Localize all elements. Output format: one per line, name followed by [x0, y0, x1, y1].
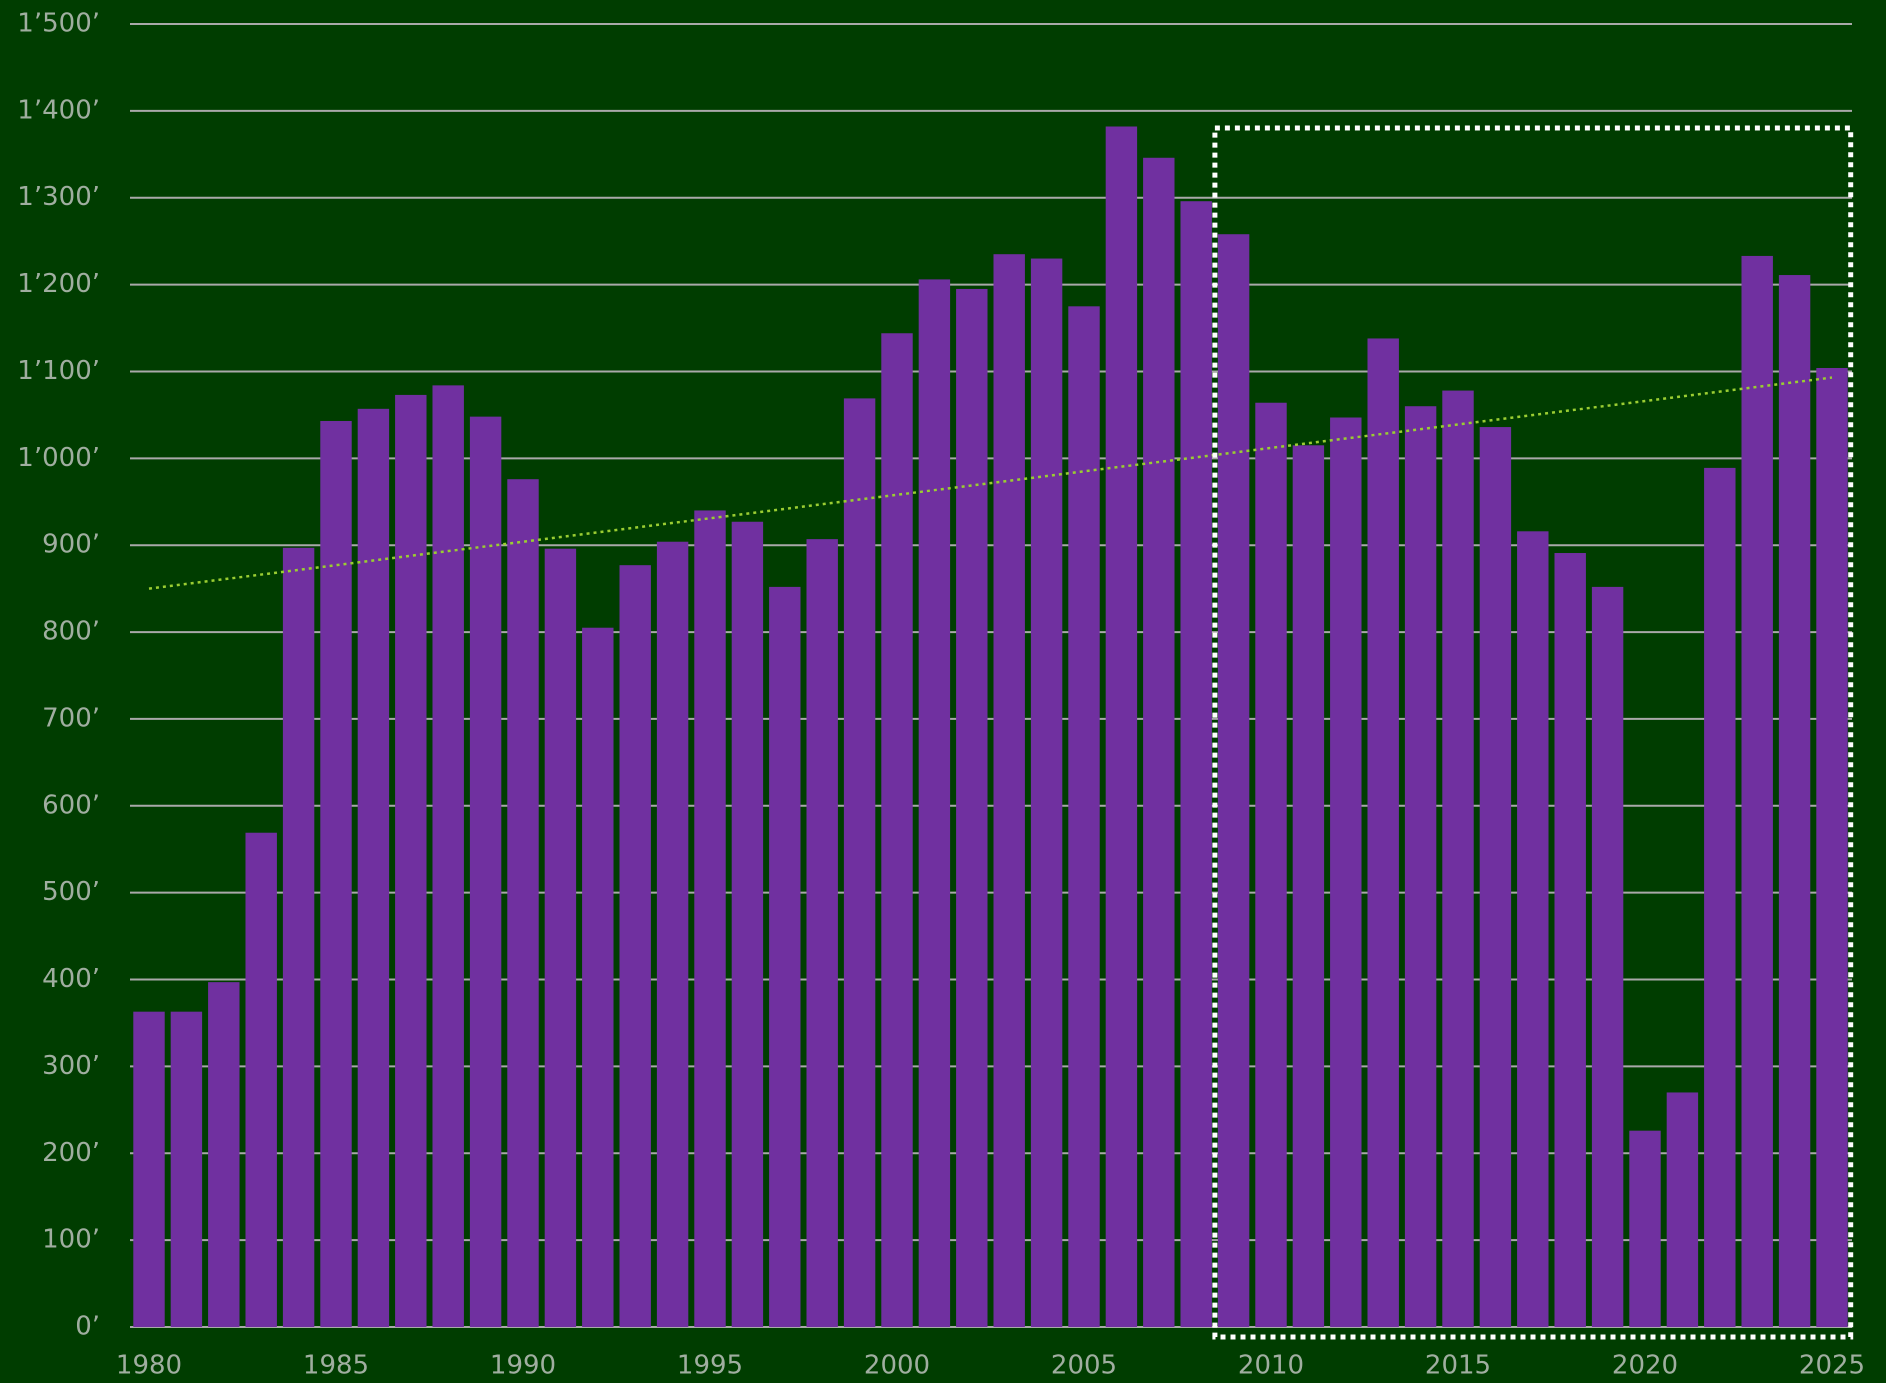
bar	[1554, 553, 1586, 1327]
bar	[1068, 306, 1100, 1328]
bar	[843, 398, 876, 1327]
bar	[956, 288, 988, 1327]
bar	[1030, 258, 1063, 1327]
bar	[1404, 406, 1437, 1327]
bar	[544, 548, 577, 1327]
y-tick-label: 1’400’	[17, 95, 100, 125]
y-tick-label: 500’	[42, 877, 100, 907]
bar	[619, 565, 651, 1327]
bar	[582, 627, 614, 1327]
bar	[320, 420, 352, 1327]
x-tick-label: 1990	[490, 1351, 556, 1381]
x-tick-label: 2010	[1238, 1351, 1304, 1381]
y-tick-label: 1’500’	[17, 9, 100, 39]
bar	[1180, 201, 1212, 1327]
y-tick-label: 1’000’	[17, 443, 100, 473]
bar	[918, 279, 951, 1328]
bar	[133, 1011, 165, 1327]
bar	[357, 408, 390, 1327]
bar	[1143, 157, 1175, 1328]
bar	[769, 586, 801, 1327]
y-tick-label: 1’300’	[17, 182, 100, 212]
bar	[1591, 586, 1624, 1327]
bar	[1367, 338, 1399, 1327]
x-tick-label: 2020	[1612, 1351, 1678, 1381]
y-tick-label: 1’100’	[17, 356, 100, 386]
x-tick-label: 1995	[677, 1351, 743, 1381]
bar	[1105, 126, 1138, 1327]
bar	[282, 547, 315, 1327]
highlight-box	[1212, 125, 1854, 1340]
bar	[1666, 1092, 1699, 1327]
y-tick-label: 700’	[42, 703, 100, 733]
bar	[731, 521, 764, 1327]
x-tick-label: 2015	[1425, 1351, 1491, 1381]
bar	[1629, 1130, 1661, 1327]
y-tick-label: 400’	[42, 964, 100, 994]
bar	[881, 333, 913, 1327]
bar	[656, 541, 689, 1327]
x-tick-label: 2000	[864, 1351, 930, 1381]
bar	[1816, 367, 1848, 1327]
y-tick-label: 200’	[42, 1138, 100, 1168]
y-tick-label: 800’	[42, 617, 100, 647]
x-tick-label: 1985	[303, 1351, 369, 1381]
bar	[170, 1011, 203, 1327]
y-tick-label: 1’200’	[17, 269, 100, 299]
bar	[806, 539, 838, 1327]
bar	[1255, 402, 1287, 1328]
bar	[432, 385, 464, 1327]
bar	[1778, 275, 1811, 1327]
bar	[1479, 427, 1512, 1327]
x-tick-label: 1980	[116, 1351, 182, 1381]
y-tick-label: 900’	[42, 530, 100, 560]
x-tick-label: 2005	[1051, 1351, 1117, 1381]
bar	[245, 832, 277, 1327]
bar	[1292, 445, 1325, 1327]
y-tick-label: 0’	[75, 1312, 100, 1342]
bar	[1217, 234, 1250, 1328]
bar	[1442, 390, 1474, 1327]
bar	[1741, 255, 1773, 1328]
bar	[993, 254, 1025, 1328]
bar	[507, 479, 539, 1327]
bar	[208, 982, 240, 1327]
y-tick-label: 100’	[42, 1225, 100, 1255]
y-tick-label: 600’	[42, 790, 100, 820]
bar	[694, 510, 726, 1327]
trend-line	[148, 376, 1833, 590]
bar	[469, 416, 502, 1327]
bar	[1330, 417, 1362, 1328]
bar	[1517, 531, 1549, 1327]
bar	[1704, 467, 1736, 1327]
bar	[395, 394, 427, 1327]
y-tick-label: 300’	[42, 1051, 100, 1081]
x-tick-label: 2025	[1799, 1351, 1865, 1381]
